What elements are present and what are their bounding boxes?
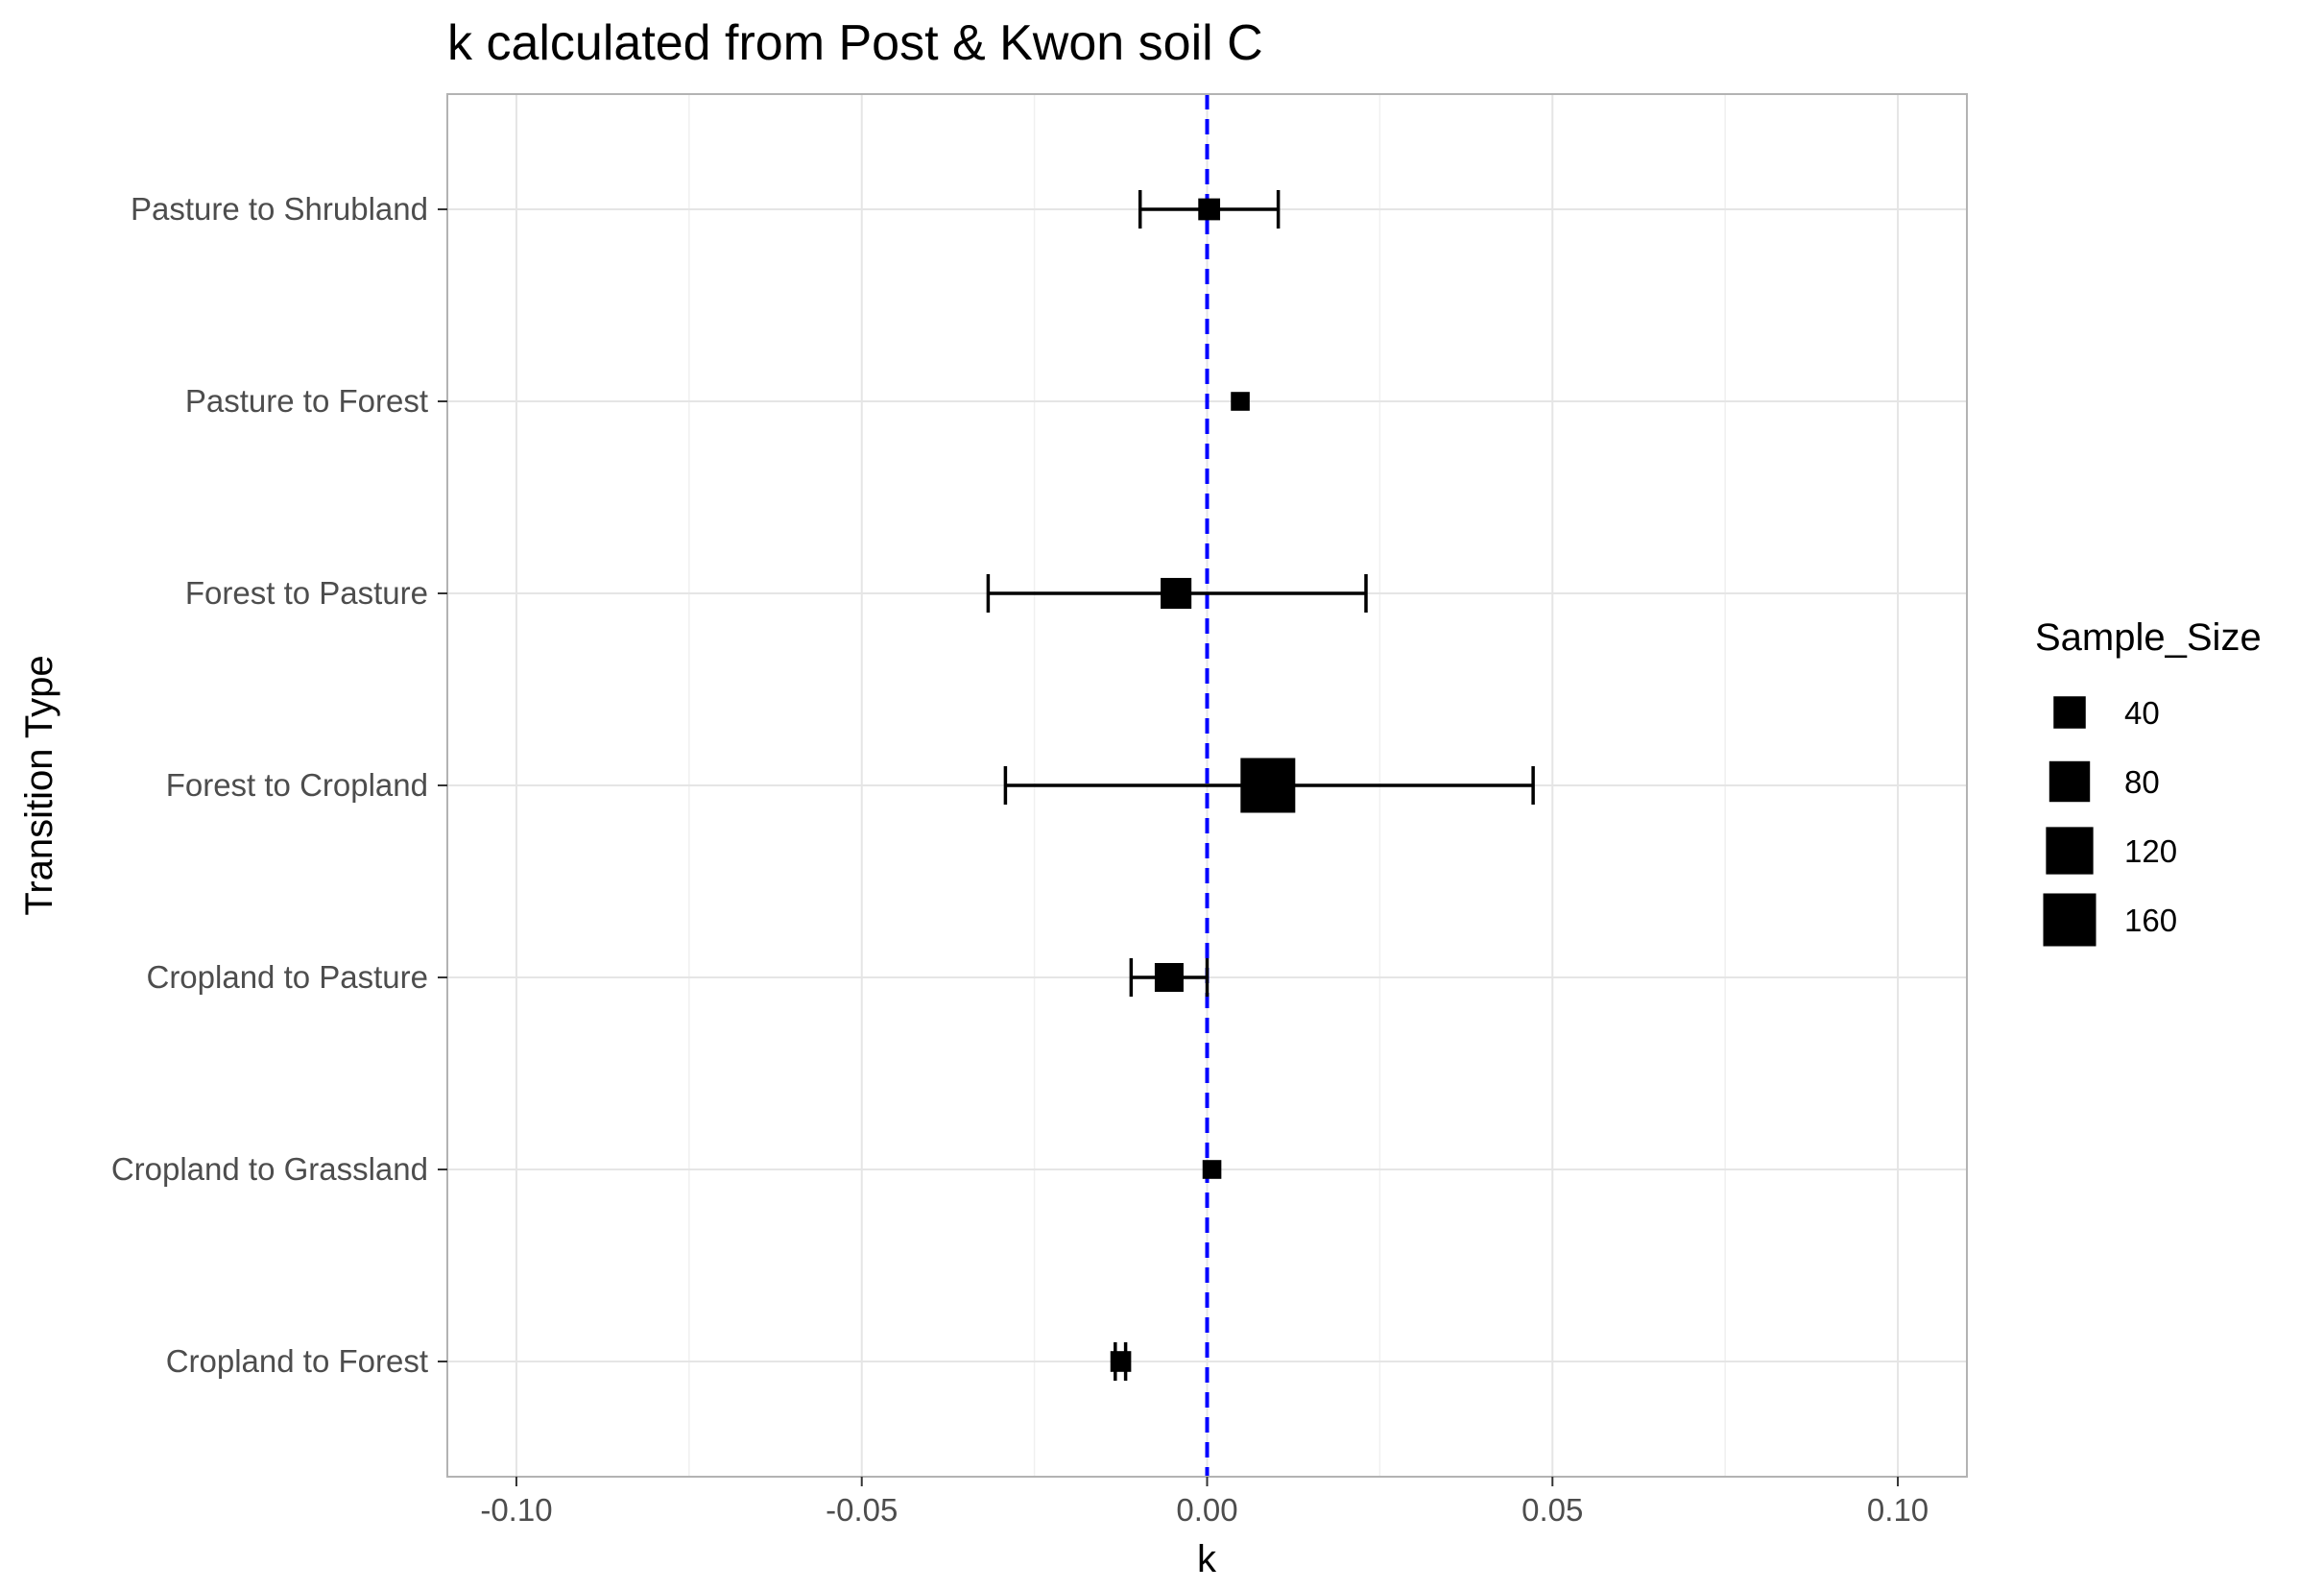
y-axis-ticks: Pasture to Shrubland Pasture to Forest For… — [111, 191, 447, 1379]
legend-label: 80 — [2124, 764, 2160, 800]
x-tick-label: 0.00 — [1176, 1492, 1237, 1528]
y-tick-label: Pasture to Forest — [185, 383, 428, 419]
x-axis-title: k — [1197, 1538, 1217, 1580]
legend-title: Sample_Size — [2035, 616, 2262, 659]
legend-key — [2046, 827, 2094, 875]
x-tick-label: 0.10 — [1867, 1492, 1929, 1528]
data-point — [1240, 758, 1296, 813]
y-tick-label: Cropland to Pasture — [146, 959, 428, 995]
legend-label: 120 — [2124, 833, 2177, 869]
x-tick-label: -0.05 — [826, 1492, 898, 1528]
legend-key — [2048, 760, 2091, 803]
data-point — [1202, 1160, 1222, 1179]
data-marks — [986, 190, 1535, 1381]
legend-label: 40 — [2124, 695, 2160, 731]
data-point — [1198, 198, 1221, 221]
data-point — [1231, 392, 1250, 411]
legend-key — [2043, 893, 2096, 947]
x-axis-ticks: -0.10 -0.05 0.00 0.05 0.10 — [480, 1477, 1929, 1528]
y-tick-label: Forest to Pasture — [185, 575, 428, 611]
data-point — [1110, 1351, 1132, 1372]
data-point — [1154, 963, 1184, 992]
legend: Sample_Size 40 80 120 160 — [2035, 616, 2262, 947]
y-tick-label: Forest to Cropland — [166, 767, 428, 803]
legend-label: 160 — [2124, 903, 2177, 938]
legend-entries: 40 80 120 160 — [2043, 695, 2177, 947]
legend-key — [2053, 696, 2086, 729]
x-tick-label: 0.05 — [1521, 1492, 1583, 1528]
chart-title: k calculated from Post & Kwon soil C — [447, 15, 1263, 71]
data-point — [1161, 577, 1192, 610]
y-tick-label: Pasture to Shrubland — [131, 191, 428, 227]
x-tick-label: -0.10 — [480, 1492, 552, 1528]
y-tick-label: Cropland to Grassland — [111, 1151, 428, 1187]
y-tick-label: Cropland to Forest — [166, 1343, 428, 1379]
y-axis-title: Transition Type — [18, 655, 60, 915]
